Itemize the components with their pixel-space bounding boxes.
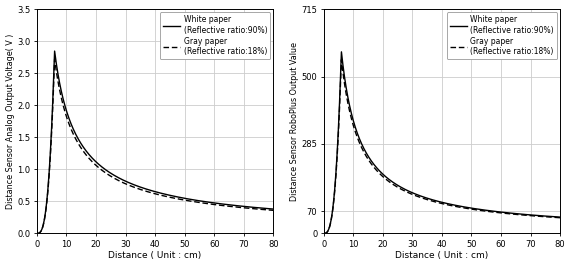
White paper
(Reflective ratio:90%) bbox=[338, 50, 345, 53]
Line: White paper
(Reflective ratio:90%): White paper (Reflective ratio:90%) bbox=[324, 52, 560, 234]
Gray paper
(Reflective ratio:18%) bbox=[58, 96, 65, 99]
Line: Gray paper
(Reflective ratio:18%): Gray paper (Reflective ratio:18%) bbox=[37, 59, 274, 234]
White paper
(Reflective ratio:90%) bbox=[345, 97, 352, 100]
White paper
(Reflective ratio:90%) bbox=[483, 209, 490, 212]
White paper
(Reflective ratio:90%) bbox=[34, 232, 41, 235]
White paper
(Reflective ratio:90%) bbox=[557, 215, 564, 219]
Gray paper
(Reflective ratio:18%) bbox=[509, 213, 516, 216]
Gray paper
(Reflective ratio:18%) bbox=[345, 102, 352, 106]
Gray paper
(Reflective ratio:18%) bbox=[270, 209, 277, 212]
White paper
(Reflective ratio:90%) bbox=[509, 212, 516, 215]
White paper
(Reflective ratio:90%) bbox=[270, 207, 277, 211]
X-axis label: Distance ( Unit : cm): Distance ( Unit : cm) bbox=[395, 251, 489, 260]
Line: White paper
(Reflective ratio:90%): White paper (Reflective ratio:90%) bbox=[37, 51, 274, 234]
White paper
(Reflective ratio:90%) bbox=[218, 202, 225, 205]
X-axis label: Distance ( Unit : cm): Distance ( Unit : cm) bbox=[108, 251, 202, 260]
White paper
(Reflective ratio:90%) bbox=[196, 199, 203, 202]
Gray paper
(Reflective ratio:18%) bbox=[34, 232, 41, 235]
Y-axis label: Distance Sensor Analog Output Voltage( V ): Distance Sensor Analog Output Voltage( V… bbox=[6, 34, 14, 209]
Gray paper
(Reflective ratio:18%) bbox=[222, 204, 229, 207]
White paper
(Reflective ratio:90%) bbox=[416, 194, 423, 197]
Legend: White paper
(Reflective ratio:90%), Gray paper
(Reflective ratio:18%): White paper (Reflective ratio:90%), Gray… bbox=[447, 12, 557, 59]
Gray paper
(Reflective ratio:18%) bbox=[338, 58, 345, 61]
Gray paper
(Reflective ratio:18%) bbox=[320, 232, 327, 235]
Gray paper
(Reflective ratio:18%) bbox=[129, 185, 136, 188]
Legend: White paper
(Reflective ratio:90%), Gray paper
(Reflective ratio:18%): White paper (Reflective ratio:90%), Gray… bbox=[160, 12, 270, 59]
Y-axis label: Distance Sensor RoboPlus Output Value: Distance Sensor RoboPlus Output Value bbox=[289, 42, 299, 201]
Gray paper
(Reflective ratio:18%) bbox=[505, 212, 512, 215]
White paper
(Reflective ratio:90%) bbox=[505, 211, 512, 214]
White paper
(Reflective ratio:90%) bbox=[51, 49, 58, 53]
Gray paper
(Reflective ratio:18%) bbox=[483, 210, 490, 213]
Gray paper
(Reflective ratio:18%) bbox=[196, 201, 203, 204]
White paper
(Reflective ratio:90%) bbox=[222, 203, 229, 206]
White paper
(Reflective ratio:90%) bbox=[129, 183, 136, 186]
White paper
(Reflective ratio:90%) bbox=[58, 89, 65, 93]
Gray paper
(Reflective ratio:18%) bbox=[557, 216, 564, 219]
White paper
(Reflective ratio:90%) bbox=[425, 197, 432, 200]
White paper
(Reflective ratio:90%) bbox=[320, 232, 327, 235]
Gray paper
(Reflective ratio:18%) bbox=[425, 198, 432, 201]
Gray paper
(Reflective ratio:18%) bbox=[416, 196, 423, 199]
Gray paper
(Reflective ratio:18%) bbox=[138, 188, 144, 191]
Line: Gray paper
(Reflective ratio:18%): Gray paper (Reflective ratio:18%) bbox=[324, 60, 560, 234]
Gray paper
(Reflective ratio:18%) bbox=[218, 204, 225, 207]
White paper
(Reflective ratio:90%) bbox=[138, 186, 144, 189]
Gray paper
(Reflective ratio:18%) bbox=[51, 58, 58, 61]
